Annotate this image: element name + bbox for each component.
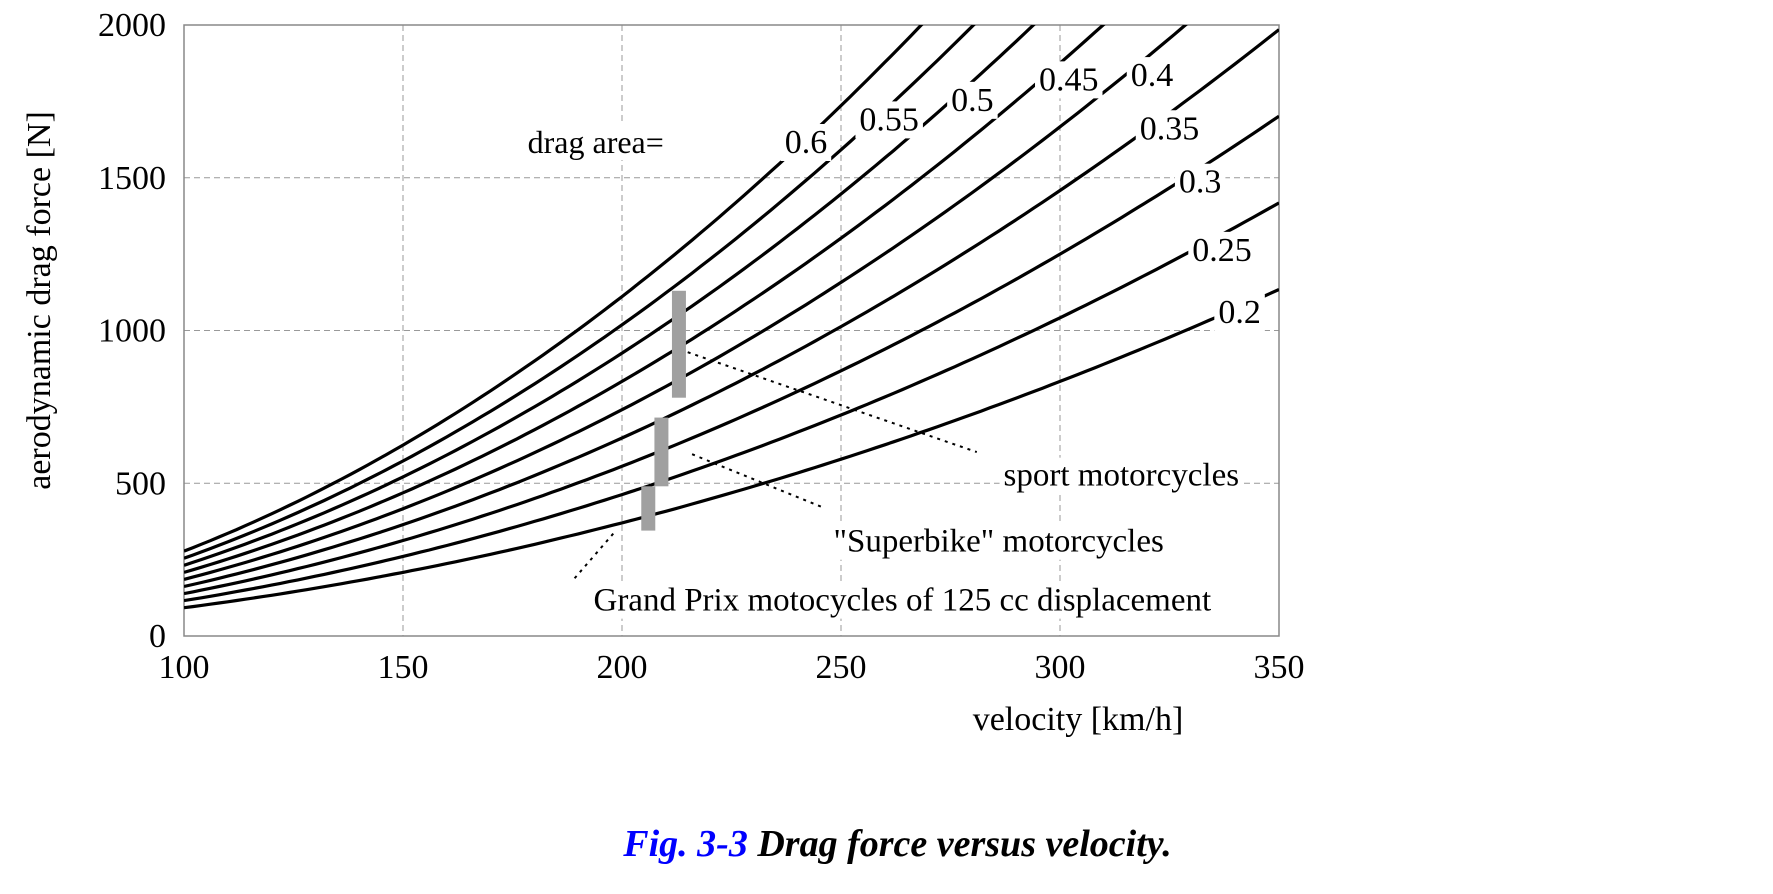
x-tick-label: 350 bbox=[1254, 649, 1305, 686]
curve-label: 0.45 bbox=[1039, 61, 1099, 98]
x-tick-label: 250 bbox=[816, 649, 867, 686]
curve-drag-area-0.5 bbox=[184, 25, 1036, 567]
figure-number: Fig. 3-3 bbox=[623, 823, 748, 865]
y-tick-label: 2000 bbox=[98, 7, 166, 44]
curve-drag-area-0.3 bbox=[184, 114, 1279, 596]
range-label-bg bbox=[589, 582, 1216, 619]
curve-label-bg bbox=[1126, 57, 1178, 95]
range-bar bbox=[671, 290, 686, 398]
leader-line bbox=[687, 351, 978, 454]
x-axis-label: velocity [km/h] bbox=[973, 701, 1184, 738]
curve-label: 0.6 bbox=[785, 124, 828, 161]
curve-drag-area-0.25 bbox=[184, 201, 1279, 603]
curves bbox=[184, 25, 1279, 610]
drag-area-label-bg bbox=[523, 124, 668, 161]
figure-title: Drag force versus velocity. bbox=[747, 823, 1172, 865]
curve-drag-area-0.55 bbox=[184, 25, 976, 560]
x-tick-label: 200 bbox=[597, 649, 648, 686]
y-tick-label: 1500 bbox=[98, 160, 166, 197]
curve-label-bg bbox=[855, 101, 923, 139]
curve-label-bg bbox=[1188, 231, 1256, 269]
x-tick-label: 150 bbox=[378, 649, 429, 686]
range-bar bbox=[641, 486, 656, 531]
curve-label: 0.35 bbox=[1140, 110, 1200, 147]
range-label: Grand Prix motocycles of 125 cc displace… bbox=[593, 583, 1211, 619]
range-label: sport motorcycles bbox=[1004, 458, 1240, 494]
y-tick-label: 0 bbox=[149, 618, 166, 655]
curve-drag-area-0.2 bbox=[184, 288, 1279, 610]
curve-label-bg bbox=[1174, 163, 1226, 201]
y-tick-label: 1000 bbox=[98, 313, 166, 350]
drag-area-label: drag area= bbox=[528, 124, 664, 160]
figure-caption: Fig. 3-3 Drag force versus velocity. bbox=[0, 822, 1773, 866]
x-tick-label: 300 bbox=[1035, 649, 1086, 686]
curve-drag-area-0.35 bbox=[184, 28, 1279, 589]
curve-label: 0.55 bbox=[859, 101, 919, 138]
curve-label-bg bbox=[1135, 110, 1204, 148]
curve-label-bg bbox=[947, 81, 998, 119]
curve-label-bg bbox=[780, 124, 832, 162]
curve-label-bg bbox=[1214, 294, 1265, 332]
y-tick-label: 500 bbox=[115, 465, 166, 502]
curve-label: 0.4 bbox=[1131, 57, 1174, 94]
leader-line bbox=[573, 533, 614, 580]
range-bar bbox=[654, 417, 669, 487]
plot-frame bbox=[183, 24, 1280, 637]
curve-label-bg bbox=[1035, 61, 1103, 99]
range-label-bg bbox=[829, 523, 1168, 560]
range-label: "Superbike" motorcycles bbox=[834, 524, 1164, 560]
curve-label: 0.3 bbox=[1179, 164, 1222, 201]
range-label-bg bbox=[999, 457, 1244, 494]
curve-label: 0.2 bbox=[1218, 294, 1261, 331]
curve-label: 0.25 bbox=[1192, 232, 1252, 269]
y-axis-label: aerodynamic drag force [N] bbox=[21, 111, 58, 490]
curve-drag-area-0.45 bbox=[184, 25, 1106, 574]
x-tick-label: 100 bbox=[159, 649, 210, 686]
curve-label: 0.5 bbox=[951, 82, 994, 119]
curve-drag-area-0.6 bbox=[184, 25, 924, 553]
